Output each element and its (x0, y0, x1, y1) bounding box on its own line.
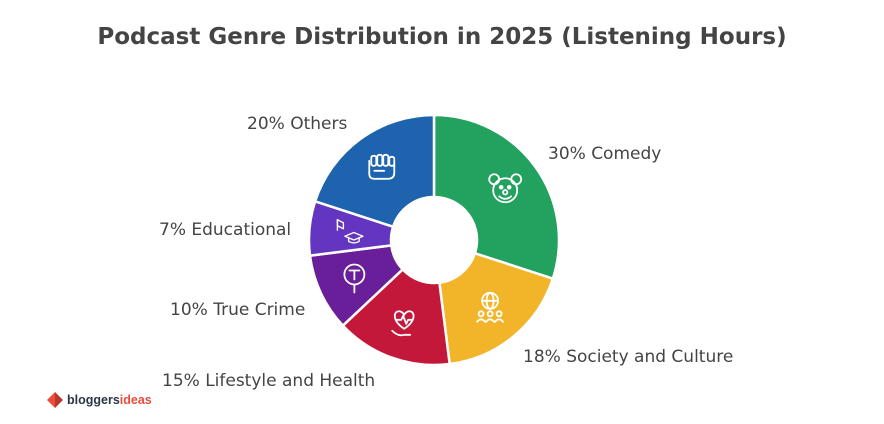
bloggersideas-logo: bloggersideas (46, 390, 152, 410)
slice-label: 18% Society and Culture (523, 347, 733, 367)
heart-health-icon (391, 310, 415, 337)
logo-mark-icon (47, 392, 63, 408)
slice-label: 15% Lifestyle and Health (162, 371, 375, 391)
slice-comedy (432, 113, 561, 281)
education-icon (336, 219, 364, 244)
slice-lifestyle-and-health (341, 267, 452, 367)
clown-face-icon (488, 173, 523, 204)
slice-label: 30% Comedy (548, 144, 661, 164)
slice-label: 10% True Crime (170, 300, 305, 320)
slice-label: 7% Educational (159, 220, 291, 240)
logo-text: bloggersideas (67, 393, 152, 407)
logo-text-prefix: bloggers (67, 393, 120, 407)
logo-text-suffix: ideas (119, 393, 152, 407)
slice-society-and-culture (437, 251, 555, 366)
globe-community-icon (476, 291, 504, 323)
magnifier-icon (343, 263, 366, 294)
slice-label: 20% Others (247, 114, 347, 134)
fist-icon (368, 153, 396, 180)
chart-title: Podcast Genre Distribution in 2025 (List… (97, 24, 787, 50)
